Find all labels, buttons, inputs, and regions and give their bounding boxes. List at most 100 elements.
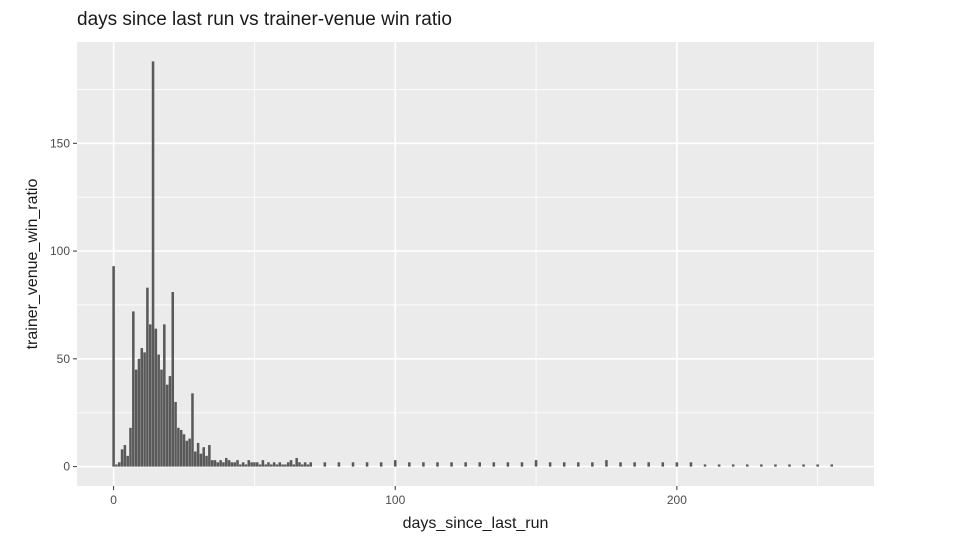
- bar: [137, 358, 141, 467]
- y-tick-label: 100: [50, 244, 70, 258]
- bar: [194, 451, 197, 467]
- bar: [171, 292, 175, 467]
- bar: [126, 455, 129, 467]
- bar: [239, 464, 242, 467]
- bar: [185, 440, 189, 467]
- bar: [408, 462, 411, 467]
- bar: [351, 462, 355, 467]
- bar: [731, 464, 735, 467]
- bar: [289, 460, 293, 467]
- bar: [306, 464, 310, 467]
- bar: [233, 462, 236, 467]
- bar: [230, 462, 234, 467]
- x-tick-label: 0: [110, 493, 117, 507]
- bar: [143, 352, 146, 467]
- bar: [788, 464, 791, 467]
- bar: [379, 462, 383, 467]
- x-axis-ticks: 0 100 200: [110, 486, 687, 507]
- bar: [132, 311, 135, 467]
- bar: [633, 462, 636, 467]
- plot-panel: [77, 42, 874, 486]
- bar: [123, 445, 127, 467]
- bar: [534, 460, 538, 467]
- bar: [168, 376, 172, 467]
- bar-series: [112, 61, 834, 467]
- bar: [146, 287, 149, 467]
- bar: [219, 460, 222, 467]
- bar: [165, 384, 169, 467]
- bar: [247, 460, 251, 467]
- chart-title: days since last run vs trainer-venue win…: [77, 9, 452, 30]
- bar: [115, 464, 118, 467]
- bar: [216, 462, 220, 467]
- bar: [520, 462, 524, 467]
- bar: [717, 464, 721, 467]
- bar: [117, 462, 121, 467]
- bar: [112, 266, 115, 467]
- bar: [675, 462, 679, 467]
- y-axis-ticks: 0 50 100 150: [50, 136, 77, 474]
- bar: [286, 462, 290, 467]
- bar: [191, 393, 194, 467]
- bar: [619, 462, 622, 467]
- bar: [605, 460, 608, 467]
- bar: [275, 464, 279, 467]
- bar: [774, 464, 777, 467]
- bar: [303, 462, 307, 467]
- bar: [205, 455, 208, 467]
- bar: [577, 462, 580, 467]
- bar: [151, 61, 155, 467]
- bar: [450, 462, 453, 467]
- bar: [129, 427, 132, 467]
- bar: [255, 462, 259, 467]
- x-tick-label: 200: [667, 493, 687, 507]
- y-tick-label: 150: [50, 136, 70, 150]
- bar: [422, 462, 425, 467]
- y-axis-title: trainer_venue_win_ratio: [24, 179, 41, 350]
- bar: [157, 354, 160, 467]
- bar: [278, 462, 282, 467]
- bar: [236, 460, 239, 467]
- bar: [199, 453, 203, 467]
- bar: [160, 369, 163, 467]
- bar: [222, 462, 225, 467]
- bar: [301, 464, 304, 467]
- bar: [830, 464, 834, 467]
- bar: [506, 462, 510, 467]
- bar: [224, 457, 228, 467]
- bar: [258, 464, 262, 467]
- bar: [210, 460, 214, 467]
- bar: [227, 460, 231, 467]
- bar: [760, 464, 763, 467]
- bar: [148, 324, 152, 467]
- bar: [365, 462, 369, 467]
- bar: [337, 462, 341, 467]
- x-axis-title: days_since_last_run: [403, 515, 549, 532]
- bar: [244, 464, 248, 467]
- bar: [647, 462, 650, 467]
- bar: [323, 462, 327, 467]
- bar: [182, 434, 186, 467]
- bar: [241, 462, 245, 467]
- bar: [177, 427, 180, 467]
- bar: [816, 464, 819, 467]
- bar: [154, 328, 158, 467]
- bar: [562, 462, 566, 467]
- bar: [120, 449, 124, 467]
- bar: [270, 464, 273, 467]
- bar: [492, 462, 496, 467]
- bar: [134, 369, 138, 467]
- bar: [140, 348, 144, 467]
- bar: [253, 462, 256, 467]
- bar: [591, 462, 594, 467]
- bar: [179, 429, 183, 467]
- bar: [284, 464, 287, 467]
- major-gridlines: [77, 42, 874, 486]
- bar: [292, 464, 296, 467]
- bar: [689, 462, 693, 467]
- bar: [196, 442, 200, 467]
- bar: [298, 462, 301, 467]
- bar: [208, 445, 211, 467]
